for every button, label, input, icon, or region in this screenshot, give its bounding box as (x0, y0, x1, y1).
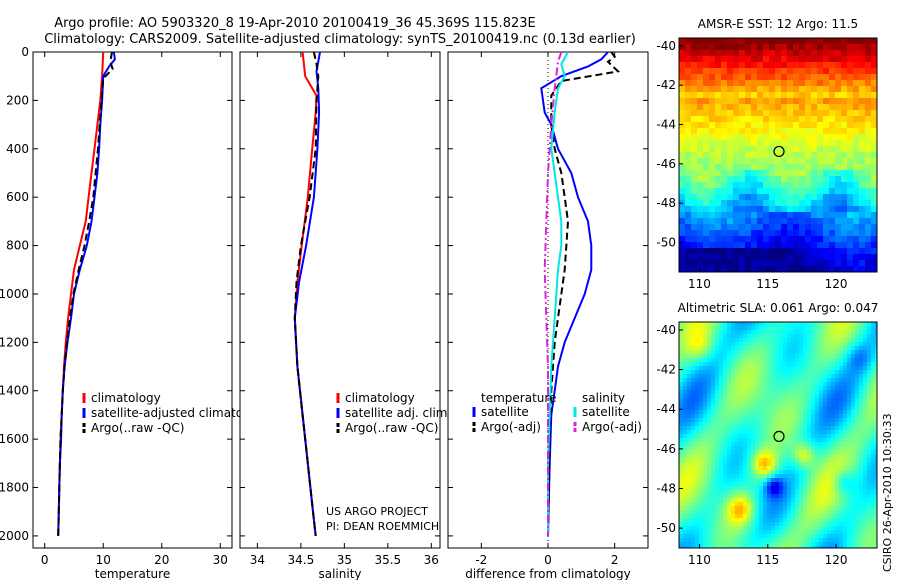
temperature-xtick-label: 10 (96, 553, 111, 567)
sst_map-ytick-label: -48 (656, 196, 676, 210)
sla_map-ytick-label: -44 (656, 402, 676, 416)
legend-entry: Argo(-adj) (481, 420, 541, 434)
sla_map-ytick-label: -42 (656, 363, 676, 377)
credit-line1: US ARGO PROJECT (326, 505, 428, 518)
sla_map-xtick-label: 115 (756, 553, 779, 567)
temperature-ytick-label: 1600 (0, 432, 29, 446)
salinity-xtick-label: 35.5 (374, 553, 401, 567)
temperature-ytick-label: 200 (6, 93, 29, 107)
temperature-frame (32, 51, 233, 549)
sst_map-ytick-label: -42 (656, 78, 676, 92)
difference-xtick-label: 0 (544, 553, 552, 567)
sst_map-ytick-label: -44 (656, 118, 676, 132)
difference-xtick-label: 2 (611, 553, 619, 567)
series-difference-temperature-satellite (540, 52, 609, 536)
sst_map-frame (678, 37, 878, 273)
legend-entry: Argo(-adj) (582, 420, 642, 434)
series-salinity-satellite-adj-clim- (293, 52, 321, 537)
legend-salinity-header: salinity (582, 391, 625, 405)
sla_map-field (679, 322, 877, 548)
legend-entry: Argo(..raw -QC) (91, 421, 184, 435)
difference-xlabel: difference from climatology (465, 567, 631, 580)
legend-entry: satellite adj. clim. (345, 406, 451, 420)
sst_map-title: AMSR-E SST: 12 Argo: 11.5 (698, 17, 858, 31)
salinity-xtick-label: 34.5 (288, 553, 315, 567)
temperature-ytick-label: 1200 (0, 335, 29, 349)
sla_map-frame (678, 321, 878, 549)
side-stamp: CSIRO 26-Apr-2010 10:30:33 (881, 413, 894, 572)
sla_map-ytick-label: -48 (656, 482, 676, 496)
temperature-ytick-label: 2000 (0, 529, 29, 543)
chart-salinity: 34 34.5 35 35.5 36 salinity climatologysatelli… (239, 51, 451, 580)
legend-entry: satellite-adjusted climatology (91, 406, 269, 420)
salinity-xtick-label: 36 (424, 553, 439, 567)
temperature-xtick-label: 0 (41, 553, 49, 567)
series-temperature-argo-raw-qc- (57, 52, 114, 536)
salinity-xtick-label: 35 (337, 553, 352, 567)
temperature-xlabel: temperature (95, 567, 170, 580)
sst_map-ytick-label: -40 (656, 39, 676, 53)
sst_map-ytick-label: -46 (656, 157, 676, 171)
sla_map-ytick-label: -46 (656, 442, 676, 456)
temperature-xtick-label: 20 (154, 553, 169, 567)
temperature-ytick-label: 400 (6, 142, 29, 156)
salinity-xtick-label: 34 (250, 553, 265, 567)
legend-entry: satellite (481, 405, 529, 419)
sst_map-xtick-label: 110 (688, 277, 711, 291)
figure-title-line2: Climatology: CARS2009. Satellite-adjuste… (44, 32, 636, 47)
credit-line2: PI: DEAN ROEMMICH (326, 520, 439, 533)
temperature-ytick-label: 1800 (0, 481, 29, 495)
sla_map-ytick-label: -40 (656, 323, 676, 337)
chart-sst_map: AMSR-E SST: 12 Argo: 11.5 -40 -42 -44 -46 -48… (656, 17, 878, 291)
sst_map-argo-marker (773, 145, 785, 158)
series-difference-salinity-satellite (547, 52, 569, 536)
sla_map-xtick-label: 110 (688, 553, 711, 567)
legend-entry: satellite (582, 405, 630, 419)
sst_map-xtick-label: 120 (825, 277, 848, 291)
temperature-ytick-label: 1000 (0, 287, 29, 301)
chart-temperature: 0 10 20 30 0 200 400 600 800 1000 1200 1400 1600 1800… (0, 45, 269, 580)
legend-entry: Argo(..raw -QC) (345, 421, 438, 435)
sst_map-xtick-label: 115 (756, 277, 779, 291)
series-difference-salinity-argo-adj- (543, 52, 563, 536)
series-difference-temperature-argo-adj- (547, 52, 621, 536)
legend-entry: climatology (91, 391, 161, 405)
temperature-xtick-label: 30 (213, 553, 228, 567)
salinity-frame (239, 51, 441, 549)
temperature-ytick-label: 0 (21, 45, 29, 59)
sla_map-argo-marker (773, 430, 785, 442)
salinity-xlabel: salinity (318, 567, 361, 580)
chart-sla_map: Altimetric SLA: 0.061 Argo: 0.047-40 -42 -… (656, 301, 879, 567)
sla_map-xtick-label: 120 (825, 553, 848, 567)
temperature-ytick-label: 800 (6, 239, 29, 253)
sla_map-title: Altimetric SLA: 0.061 Argo: 0.047 (678, 301, 879, 315)
legend-temperature-header: temperature (481, 391, 556, 405)
sst_map-field (679, 38, 877, 272)
sla_map-ytick-label: -50 (656, 521, 676, 535)
legend-entry: climatology (345, 391, 415, 405)
sst_map-ytick-label: -50 (656, 236, 676, 250)
figure-title-line1: Argo profile: AO 5903320_8 19-Apr-2010 2… (54, 16, 535, 31)
series-salinity-argo-raw-qc- (293, 52, 320, 537)
temperature-ytick-label: 600 (6, 190, 29, 204)
difference-xtick-label: -2 (475, 553, 487, 567)
temperature-ytick-label: 1400 (0, 384, 29, 398)
